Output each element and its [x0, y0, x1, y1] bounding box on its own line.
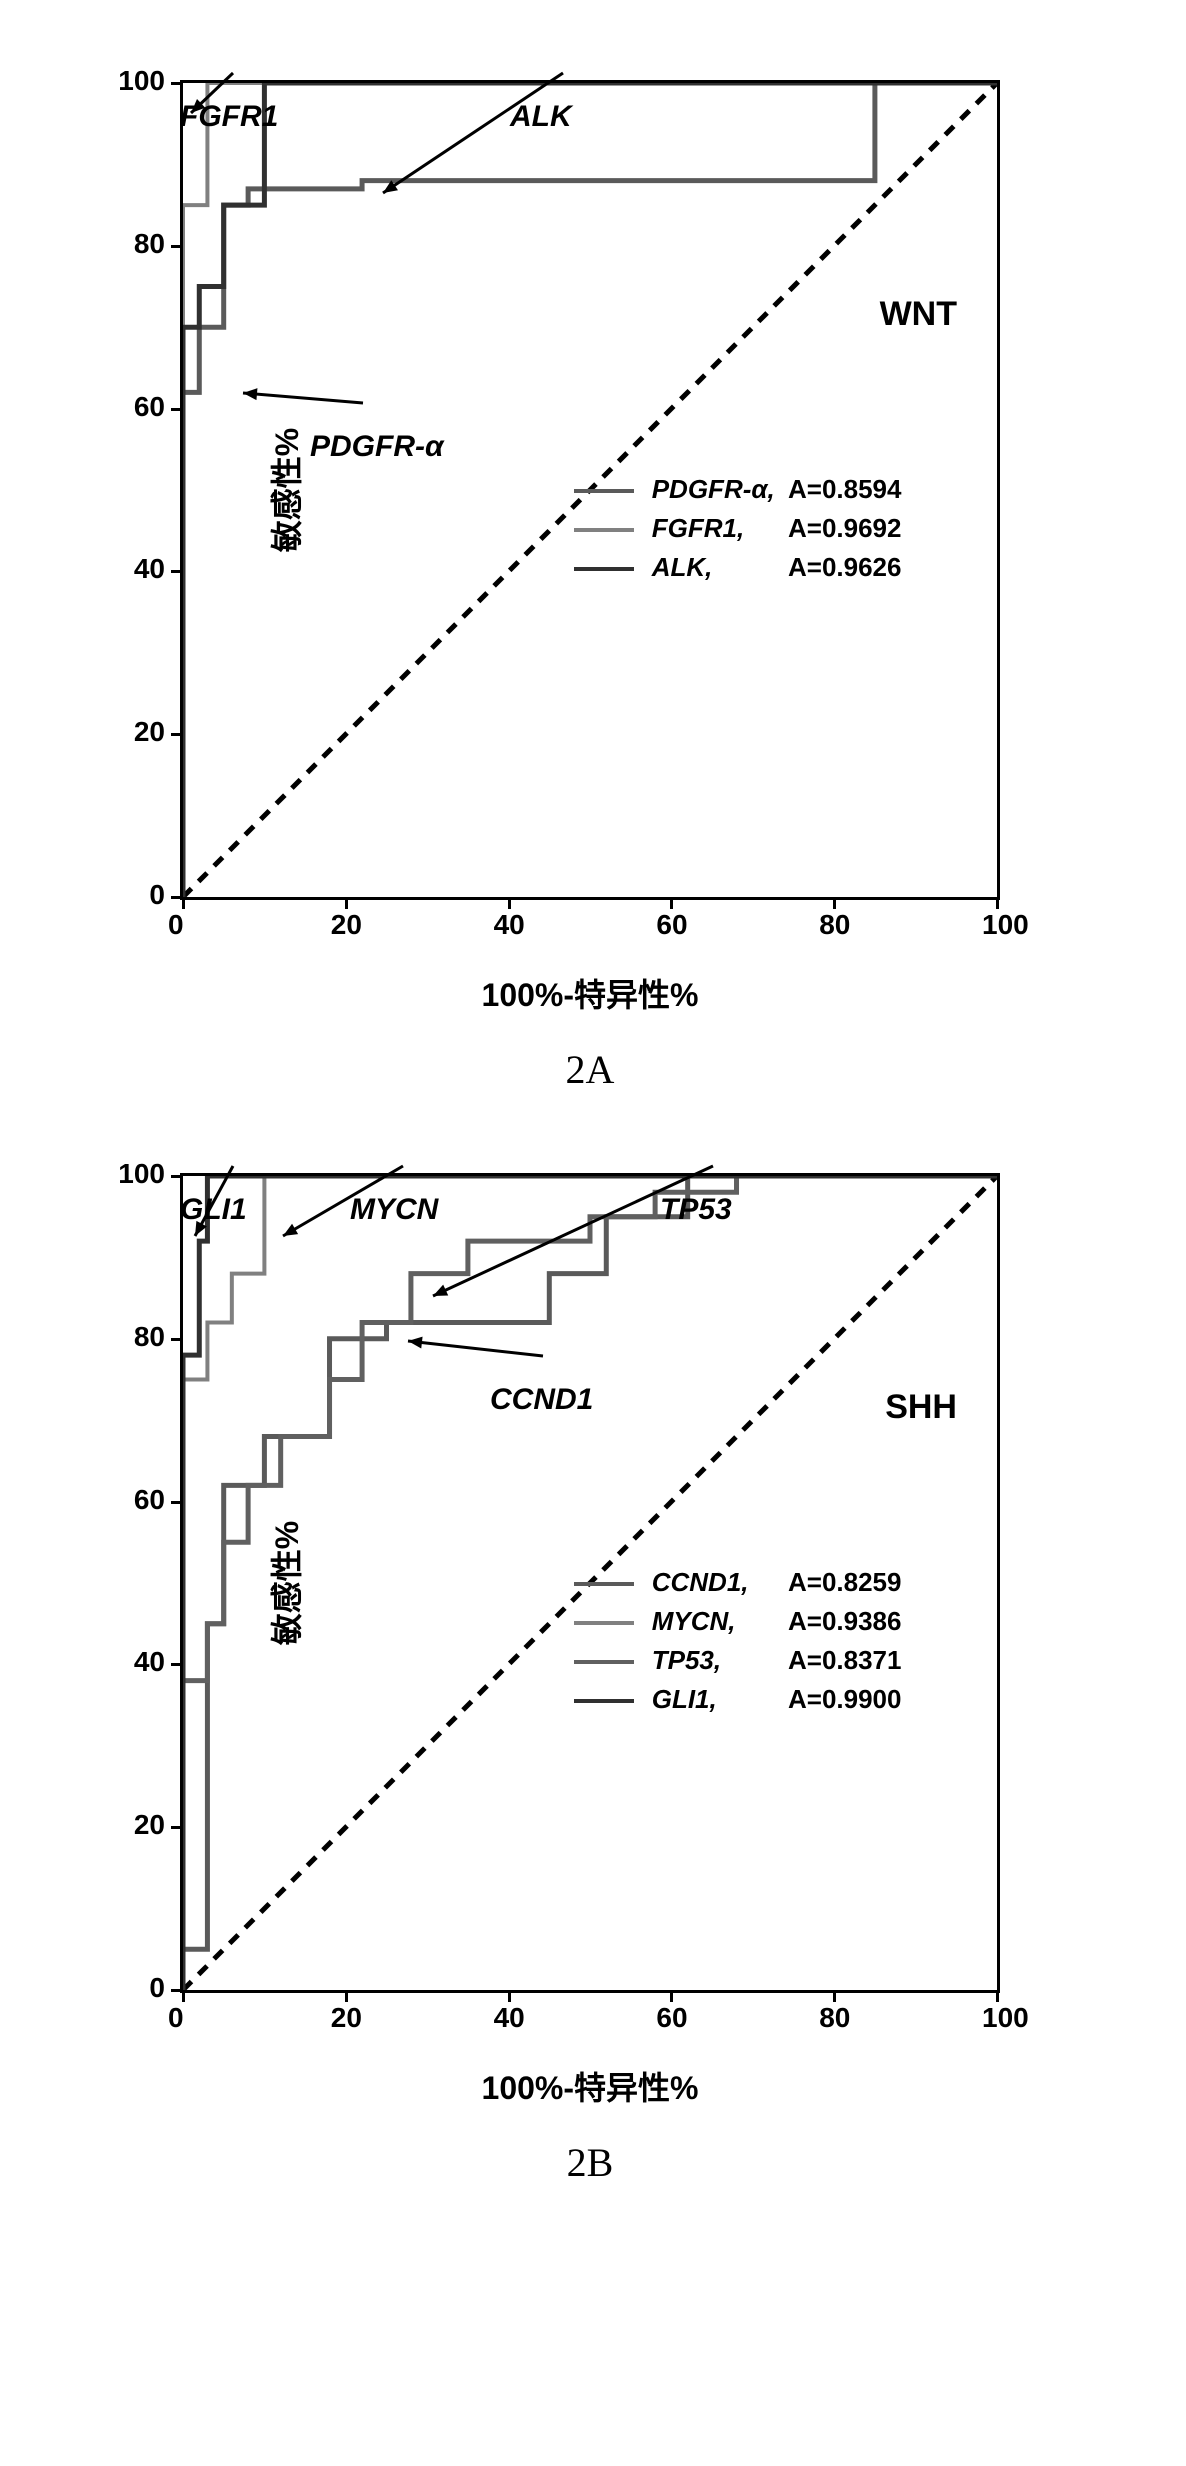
figure-label-a: 2A: [180, 1046, 1000, 1093]
legend-auc: A=0.8371: [782, 1645, 902, 1675]
legend-swatch: [574, 567, 634, 571]
legend-row: ALK, A=0.9626: [574, 552, 902, 583]
legend-row: TP53, A=0.8371: [574, 1645, 902, 1676]
y-tick-label: 100: [105, 1158, 165, 1190]
y-tick-label: 40: [105, 1646, 165, 1678]
legend-swatch: [574, 1582, 634, 1586]
x-tick-label: 100: [982, 2002, 1029, 2034]
legend-swatch: [574, 528, 634, 532]
y-tick-label: 20: [105, 1809, 165, 1841]
x-axis-label-b: 100%-特异性%: [180, 2063, 1000, 2109]
x-tick-label: 20: [331, 2002, 362, 2034]
y-tick-label: 20: [105, 716, 165, 748]
x-tick-label: 40: [494, 909, 525, 941]
x-tick-label: 100: [982, 909, 1029, 941]
legend-gene: FGFR1,: [652, 513, 782, 544]
annotation-mycn: MYCN: [350, 1193, 438, 1227]
annotation-fgfr1: FGFR1: [180, 100, 278, 134]
y-tick-label: 60: [105, 1484, 165, 1516]
legend-row: PDGFR-α, A=0.8594: [574, 474, 902, 505]
y-tick-label: 80: [105, 1321, 165, 1353]
legend-auc: A=0.8259: [782, 1567, 902, 1597]
legend-swatch: [574, 489, 634, 493]
legend-row: FGFR1, A=0.9692: [574, 513, 902, 544]
legend-gene: GLI1,: [652, 1684, 782, 1715]
group-label: WNT: [880, 295, 957, 334]
legend-gene: CCND1,: [652, 1567, 782, 1598]
group-label: SHH: [885, 1388, 957, 1427]
legend-gene: TP53,: [652, 1645, 782, 1676]
x-axis-label-a: 100%-特异性%: [180, 970, 1000, 1016]
annotation-gli1: GLI1: [180, 1193, 247, 1227]
legend-auc: A=0.9900: [782, 1684, 902, 1714]
annotation-pdgfr-α: PDGFR-α: [310, 430, 444, 464]
y-tick-label: 0: [105, 1972, 165, 2004]
y-tick-label: 60: [105, 391, 165, 423]
legend: PDGFR-α, A=0.8594FGFR1, A=0.9692ALK, A=0…: [574, 474, 902, 591]
legend-swatch: [574, 1660, 634, 1664]
figure-label-b: 2B: [180, 2139, 1000, 2186]
legend-auc: A=0.9386: [782, 1606, 902, 1636]
x-tick-label: 60: [656, 2002, 687, 2034]
annotation-arrow: [183, 83, 184, 84]
legend-row: GLI1, A=0.9900: [574, 1684, 902, 1715]
plot-area-b: 敏感性% 020406080100020406080100SHHCCND1, A…: [180, 1173, 1000, 1993]
x-tick-label: 80: [819, 2002, 850, 2034]
legend-gene: ALK,: [652, 552, 782, 583]
legend-swatch: [574, 1699, 634, 1703]
annotation-alk: ALK: [510, 100, 572, 134]
x-tick-label: 0: [168, 2002, 184, 2034]
legend: CCND1, A=0.8259MYCN, A=0.9386TP53, A=0.8…: [574, 1567, 902, 1723]
legend-auc: A=0.8594: [782, 474, 902, 504]
figure-2b: 敏感性% 020406080100020406080100SHHCCND1, A…: [20, 1173, 1166, 2186]
annotation-arrow: [183, 1176, 184, 1177]
y-tick-label: 40: [105, 553, 165, 585]
annotation-tp53: TP53: [660, 1193, 732, 1227]
x-tick-label: 60: [656, 909, 687, 941]
legend-auc: A=0.9692: [782, 513, 902, 543]
y-tick-label: 100: [105, 65, 165, 97]
figure-2a: 敏感性% 020406080100020406080100WNTPDGFR-α,…: [20, 80, 1166, 1093]
annotation-ccnd1: CCND1: [490, 1383, 593, 1417]
legend-gene: PDGFR-α,: [652, 474, 782, 505]
legend-row: CCND1, A=0.8259: [574, 1567, 902, 1598]
y-tick-label: 80: [105, 228, 165, 260]
legend-row: MYCN, A=0.9386: [574, 1606, 902, 1637]
y-tick-label: 0: [105, 879, 165, 911]
x-tick-label: 0: [168, 909, 184, 941]
x-tick-label: 40: [494, 2002, 525, 2034]
x-tick-label: 20: [331, 909, 362, 941]
legend-swatch: [574, 1621, 634, 1625]
legend-auc: A=0.9626: [782, 552, 902, 582]
plot-area-a: 敏感性% 020406080100020406080100WNTPDGFR-α,…: [180, 80, 1000, 900]
x-tick-label: 80: [819, 909, 850, 941]
legend-gene: MYCN,: [652, 1606, 782, 1637]
